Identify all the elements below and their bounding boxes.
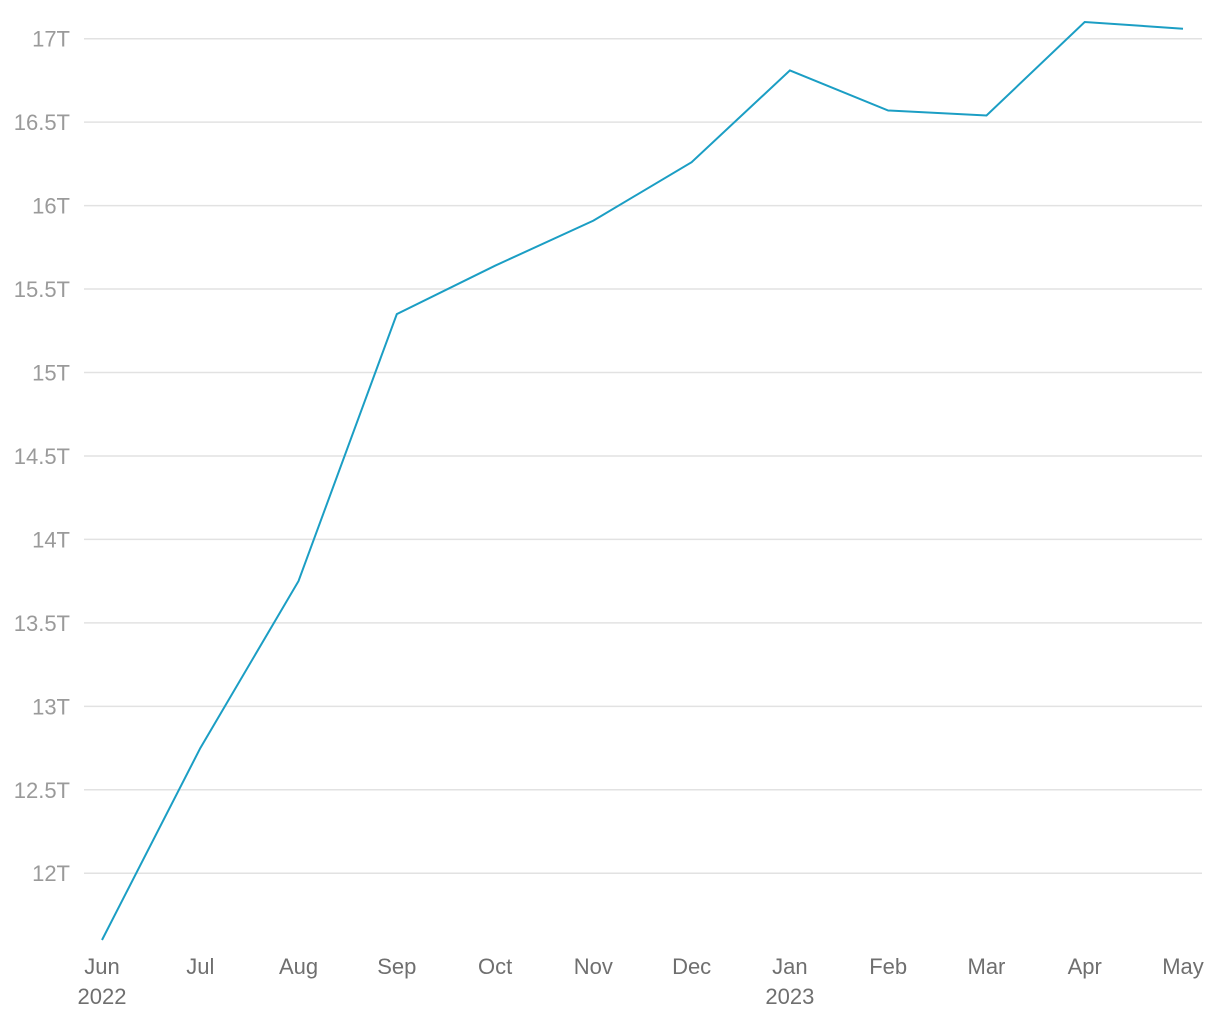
series-line bbox=[101, 20, 1184, 941]
x-tick-label: Feb bbox=[869, 954, 907, 979]
y-axis-tick-labels: 12T 12.5T 13T 13.5T 14T 14.5T 15T 15.5T 16T 16.5T… bbox=[14, 27, 70, 887]
x-tick-label: Oct bbox=[478, 954, 512, 979]
x-tick-label: Jun bbox=[84, 954, 119, 979]
y-tick-label: 13.5T bbox=[14, 611, 70, 636]
y-tick-label: 14.5T bbox=[14, 444, 70, 469]
gridlines bbox=[84, 37, 1202, 874]
y-tick-label: 12T bbox=[32, 861, 70, 886]
x-tick-label: Nov bbox=[574, 954, 613, 979]
y-tick-label: 17T bbox=[32, 27, 70, 52]
x-tick-label: May bbox=[1162, 954, 1204, 979]
y-tick-label: 13T bbox=[32, 694, 70, 719]
y-tick-label: 14T bbox=[32, 527, 70, 552]
x-tick-label: Mar bbox=[968, 954, 1006, 979]
x-tick-label: Aug bbox=[279, 954, 318, 979]
x-tick-year-label: 2023 bbox=[765, 984, 814, 1009]
y-tick-label: 16.5T bbox=[14, 110, 70, 135]
y-tick-label: 15.5T bbox=[14, 277, 70, 302]
y-tick-label: 12.5T bbox=[14, 778, 70, 803]
y-tick-label: 15T bbox=[32, 361, 70, 386]
x-tick-label: Jan bbox=[772, 954, 807, 979]
x-axis-tick-labels: Jun 2022 Jul Aug Sep Oct Nov Dec Jan 2023 Feb Mar Ap… bbox=[78, 954, 1204, 1009]
y-tick-label: 16T bbox=[32, 194, 70, 219]
x-tick-year-label: 2022 bbox=[78, 984, 127, 1009]
x-tick-label: Dec bbox=[672, 954, 711, 979]
x-tick-label: Sep bbox=[377, 954, 416, 979]
x-tick-label: Apr bbox=[1068, 954, 1102, 979]
x-tick-label: Jul bbox=[186, 954, 214, 979]
